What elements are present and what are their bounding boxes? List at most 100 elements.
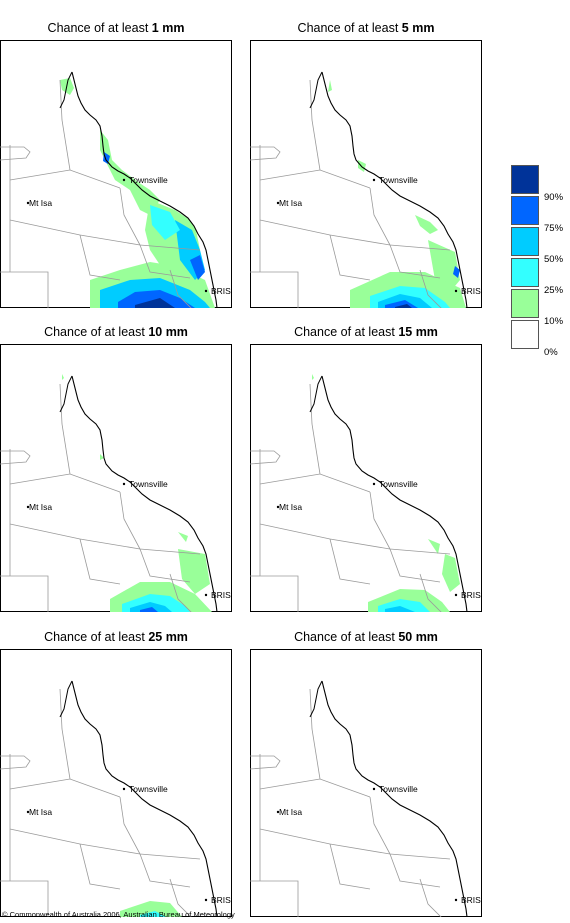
probability-area — [415, 215, 438, 234]
rainfall-probability-map-15mm: Mt Isa Townsville BRIS — [250, 344, 482, 612]
district-boundary — [369, 796, 391, 855]
district-boundary — [169, 878, 192, 917]
city-label-townsville: Townsville — [129, 175, 168, 185]
city-marker — [204, 898, 208, 902]
probability-area — [312, 374, 314, 380]
city-label-townsville: Townsville — [129, 479, 168, 489]
probability-area — [178, 549, 210, 594]
city-marker — [276, 201, 280, 205]
city-label-mt_isa: Mt Isa — [279, 502, 302, 512]
district-boundary — [329, 538, 371, 585]
city-label-townsville: Townsville — [379, 784, 418, 794]
city-marker — [276, 810, 280, 814]
coastline — [71, 680, 218, 917]
district-boundary — [79, 538, 121, 585]
district-boundary — [119, 796, 141, 855]
district-boundary — [259, 523, 451, 555]
city-label-bris: BRIS — [461, 895, 481, 905]
district-boundary — [119, 491, 141, 550]
district-boundary — [309, 688, 321, 780]
probability-area — [150, 205, 180, 240]
district-boundary — [9, 828, 201, 860]
city-label-bris: BRIS — [461, 590, 481, 600]
district-boundary — [329, 234, 371, 281]
probability-area — [178, 532, 188, 542]
probability-area — [385, 606, 415, 612]
coastline — [59, 375, 73, 413]
district-boundary — [0, 271, 49, 308]
panel-title: Chance of at least 25 mm — [44, 630, 188, 644]
district-boundary — [389, 853, 441, 888]
probability-area — [385, 300, 418, 308]
probability-area — [140, 607, 158, 612]
district-boundary — [0, 575, 49, 612]
legend-swatch-10 — [511, 289, 539, 318]
panel-title: Chance of at least 1 mm — [47, 21, 185, 35]
probability-area — [395, 304, 412, 308]
district-boundary — [59, 383, 71, 475]
legend-swatch-25 — [511, 258, 539, 287]
city-label-mt_isa: Mt Isa — [29, 198, 52, 208]
district-boundary — [369, 187, 391, 246]
legend-swatch-0 — [511, 320, 539, 349]
legend-label-10: 10% — [544, 316, 564, 327]
map-frame — [250, 649, 482, 917]
probability-area — [442, 554, 460, 592]
rainfall-probability-map-25mm: Mt Isa Townsville BRIS — [0, 649, 232, 917]
legend-swatch-50 — [511, 227, 539, 256]
probability-area — [135, 298, 175, 308]
district-boundary — [79, 843, 121, 890]
city-marker — [26, 201, 30, 205]
rainfall-probability-map-1mm: Mt Isa Townsville BRIS — [0, 40, 232, 308]
district-boundary — [250, 271, 299, 308]
district-boundary — [0, 755, 31, 770]
district-boundary — [419, 573, 442, 612]
legend-label-0: 0% — [544, 347, 558, 358]
district-boundary — [250, 880, 299, 917]
probability-area — [428, 539, 440, 554]
city-label-mt_isa: Mt Isa — [279, 807, 302, 817]
district-boundary — [419, 269, 442, 308]
probability-area — [358, 160, 366, 172]
district-boundary — [139, 244, 191, 279]
coastline — [59, 680, 73, 718]
rainfall-probability-map-50mm: Mt Isa Townsville BRIS — [250, 649, 482, 917]
district-boundary — [250, 755, 281, 770]
district-boundary — [0, 146, 31, 161]
city-label-bris: BRIS — [211, 590, 231, 600]
city-label-townsville: Townsville — [379, 479, 418, 489]
map-frame — [0, 649, 232, 917]
city-marker — [372, 482, 376, 486]
city-marker — [122, 787, 126, 791]
district-boundary — [250, 450, 281, 465]
probability-area — [62, 374, 64, 380]
city-marker — [454, 289, 458, 293]
probability-area — [130, 602, 172, 612]
rainfall-probability-map-10mm: Mt Isa Townsville BRIS — [0, 344, 232, 612]
district-boundary — [369, 491, 391, 550]
coastline — [71, 71, 218, 308]
city-label-bris: BRIS — [211, 895, 231, 905]
district-boundary — [139, 853, 191, 888]
city-marker — [276, 505, 280, 509]
city-marker — [26, 505, 30, 509]
district-boundary — [250, 146, 281, 161]
rainfall-probability-map-5mm: Mt Isa Townsville BRIS — [250, 40, 482, 308]
probability-area — [100, 454, 104, 460]
district-boundary — [9, 523, 201, 555]
city-label-mt_isa: Mt Isa — [279, 198, 302, 208]
district-boundary — [79, 234, 121, 281]
probability-area — [100, 130, 160, 215]
city-marker — [454, 593, 458, 597]
district-boundary — [259, 828, 451, 860]
district-boundary — [389, 244, 441, 279]
district-boundary — [119, 187, 141, 246]
coastline — [59, 71, 73, 109]
coastline — [309, 375, 323, 413]
legend-swatch-90 — [511, 165, 539, 194]
district-boundary — [389, 548, 441, 583]
city-label-mt_isa: Mt Isa — [29, 502, 52, 512]
probability-area — [140, 911, 166, 917]
panel-title: Chance of at least 5 mm — [297, 21, 435, 35]
district-boundary — [329, 843, 371, 890]
